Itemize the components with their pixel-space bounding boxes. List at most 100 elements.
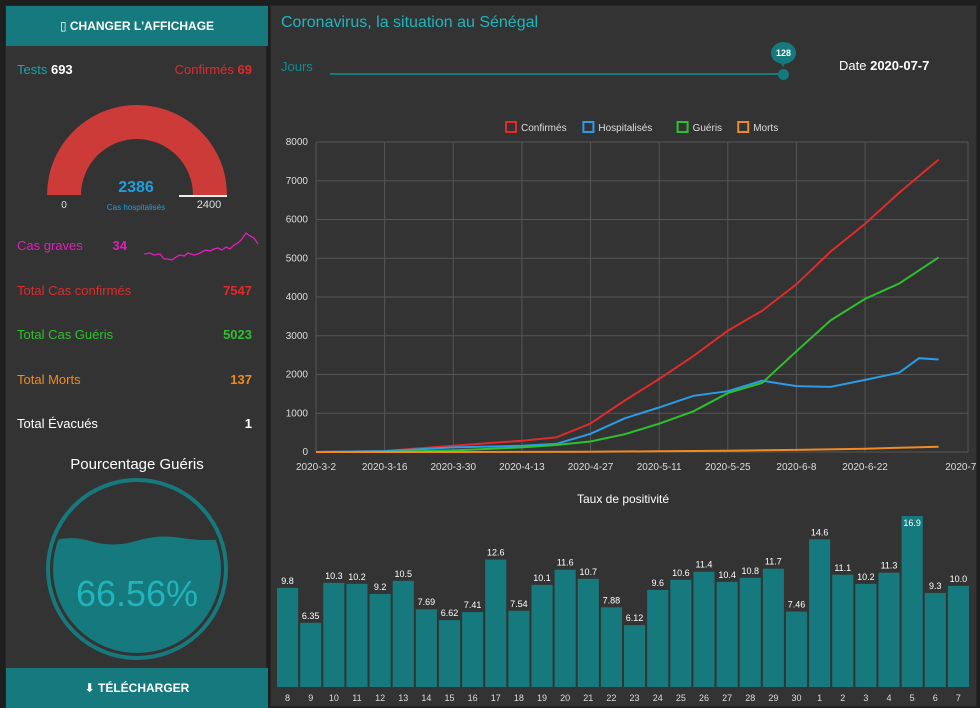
bar[interactable] [878,572,900,687]
bar[interactable] [716,581,738,687]
bar-group[interactable]: 7.54 18 [508,599,530,703]
bar-value-label: 16.9 [903,518,921,528]
gauge-value: 2386 [118,179,154,196]
jours-slider-track[interactable] [330,73,783,75]
bar[interactable] [346,583,368,687]
x-tick-label: 2020-7-13 [945,462,976,473]
total-morts-row: Total Morts 137 [17,372,252,387]
bar[interactable] [600,607,622,687]
bar[interactable] [739,577,761,687]
bar[interactable] [809,539,831,687]
bar-chart-title: Taux de positivité [577,492,669,506]
bar-group[interactable]: 7.46 30 [785,600,808,703]
bar[interactable] [670,579,692,687]
legend-item[interactable]: Confirmés [505,121,567,134]
y-tick-label: 6000 [286,215,309,226]
bar-group[interactable]: 16.95 [901,516,923,703]
total-morts-value: 137 [230,372,252,387]
bar-category-label: 7 [956,693,961,703]
bar[interactable] [369,593,391,687]
total-evacues-value: 1 [244,416,252,431]
legend-item[interactable]: Hospitalisés [582,121,652,134]
bar[interactable] [832,574,854,687]
bar-group[interactable]: 9.6 24 [647,578,669,703]
total-morts-label: Total Morts [17,372,81,387]
bar-value-label: 10.2 [857,572,875,582]
bar[interactable] [554,569,576,687]
bar-group[interactable]: 10.6 25 [670,568,692,703]
bar[interactable] [924,592,946,687]
bar-group[interactable]: 10.5 13 [392,569,414,703]
telecharger-button[interactable]: ⬇ TÉLÉCHARGER [6,668,268,708]
telecharger-label: ⬇ TÉLÉCHARGER [84,681,190,695]
bar-value-label: 10.0 [950,574,968,584]
page-title: Coronavirus, la situation au Sénégal [281,14,539,31]
tests-label: Tests [17,62,48,77]
bar-group[interactable]: 11.12 [832,563,854,703]
legend-swatch [582,121,595,133]
bar[interactable] [323,582,345,687]
bar[interactable] [392,580,414,687]
bar-category-label: 26 [699,693,709,703]
bar-category-label: 25 [676,693,686,703]
bar[interactable] [485,559,507,687]
bar-group[interactable]: 9.2 12 [369,582,391,703]
bar-value-label: 9.2 [374,582,387,592]
bar[interactable] [531,584,553,687]
bar-group[interactable]: 6.62 15 [438,608,461,703]
jours-slider-value: 128 [775,48,792,58]
graves-sparkline [143,232,259,261]
bar-group[interactable]: 9.36 [924,581,946,703]
bar[interactable] [300,622,322,687]
bar-group[interactable]: 6.12 23 [624,613,646,703]
bar[interactable] [693,571,715,687]
bar-group[interactable]: 10.2 11 [346,572,368,703]
pct-gueris-gauge: 66.56% [46,478,228,660]
bar-category-label: 10 [329,693,339,703]
bar[interactable] [462,612,484,687]
bar-value-label: 14.6 [811,527,829,537]
bar-group[interactable]: 10.07 [947,574,969,703]
y-tick-label: 2000 [286,370,309,381]
bar[interactable] [508,610,530,687]
bar-group[interactable]: 10.7 21 [577,567,599,703]
y-tick-label: 7000 [286,176,309,187]
bar-group[interactable]: 11.34 [878,561,900,703]
bar-group[interactable]: 10.8 28 [739,566,761,703]
bar[interactable] [624,625,646,687]
bar-group[interactable]: 10.1 19 [531,573,553,703]
bar[interactable] [277,587,299,687]
tests-value: 693 [50,62,73,77]
bar-group[interactable]: 10.3 10 [323,571,345,703]
changer-affichage-button[interactable]: ▯ CHANGER L'AFFICHAGE [6,6,268,46]
bar[interactable] [762,568,784,687]
bar[interactable] [577,578,599,687]
bar-group[interactable]: 14.61 [809,527,831,703]
bar-group[interactable]: 7.69 14 [415,597,437,703]
bar[interactable] [855,583,877,687]
bar-category-label: 15 [444,693,454,703]
legend-item[interactable]: Morts [737,121,778,134]
bar-group[interactable]: 7.88 22 [600,595,622,703]
bar-group[interactable]: 6.35 9 [300,611,322,703]
bar[interactable] [901,516,923,687]
y-tick-label: 4000 [286,292,309,303]
jours-slider-handle[interactable] [778,69,789,80]
bar-group[interactable]: 11.7 29 [762,557,784,703]
bar-group[interactable]: 7.41 16 [462,600,484,703]
bar-group[interactable]: 9.88 [277,576,299,703]
jours-slider-bubble: 128 [771,42,796,67]
bar[interactable] [438,620,461,687]
bar-group[interactable]: 10.23 [855,572,877,703]
bar[interactable] [947,585,969,687]
legend-item[interactable]: Guéris [676,121,722,134]
bar-group[interactable]: 11.6 20 [554,558,576,703]
bar-group[interactable]: 11.4 26 [693,560,715,703]
bar[interactable] [785,611,808,687]
legend-label: Guéris [693,123,722,134]
bar-value-label: 11.7 [765,557,782,567]
bar[interactable] [647,589,669,687]
bar-group[interactable]: 12.6 17 [485,548,507,703]
bar-group[interactable]: 10.4 27 [716,570,738,703]
bar[interactable] [415,609,437,687]
